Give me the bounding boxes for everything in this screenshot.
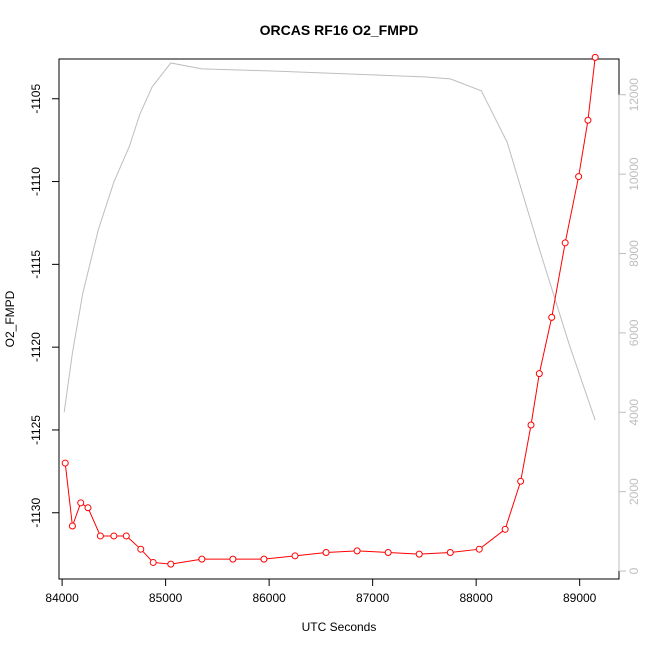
x-tick-label: 89000 bbox=[563, 591, 597, 605]
primary-series bbox=[61, 53, 599, 568]
data-point bbox=[96, 532, 104, 540]
x-axis: 84000 85000 86000 87000 88000 89000 bbox=[45, 578, 597, 605]
y-tick-label: -1120 bbox=[29, 332, 43, 362]
y-tick-label: -1105 bbox=[29, 84, 43, 114]
x-tick-label: 88000 bbox=[459, 591, 493, 605]
data-point bbox=[415, 550, 423, 558]
data-point bbox=[527, 421, 535, 429]
data-point bbox=[137, 545, 145, 553]
data-point bbox=[260, 555, 268, 563]
secondary-series-polyline bbox=[63, 62, 596, 421]
chart-title: ORCAS RF16 O2_FMPD bbox=[260, 22, 419, 38]
data-point bbox=[291, 552, 299, 560]
x-tick-label: 84000 bbox=[45, 591, 79, 605]
data-point bbox=[591, 53, 599, 61]
data-point bbox=[110, 532, 118, 540]
data-point bbox=[229, 555, 237, 563]
y-axis-label: O2_FMPD bbox=[3, 290, 17, 347]
data-point bbox=[167, 560, 175, 568]
x-tick-label: 87000 bbox=[356, 591, 390, 605]
secondary-y-tick-label: 8000 bbox=[627, 240, 641, 267]
secondary-y-tick-label: 2000 bbox=[627, 478, 641, 505]
y-tick-label: -1125 bbox=[29, 415, 43, 445]
data-point bbox=[322, 549, 330, 557]
plot-frame bbox=[58, 58, 620, 580]
data-point bbox=[68, 522, 76, 530]
y-tick-label: -1130 bbox=[29, 498, 43, 528]
y-tick-label: -1115 bbox=[29, 250, 43, 279]
secondary-series-line bbox=[63, 62, 596, 421]
x-tick-label: 85000 bbox=[149, 591, 183, 605]
data-point bbox=[475, 545, 483, 553]
y-axis: -1130 -1125 -1120 -1115 -1110 -1105 bbox=[29, 84, 60, 528]
data-point bbox=[446, 549, 454, 557]
x-tick-label: 86000 bbox=[252, 591, 286, 605]
data-point bbox=[548, 313, 556, 321]
data-point bbox=[384, 549, 392, 557]
data-point bbox=[575, 173, 583, 181]
secondary-y-tick-label: 10000 bbox=[627, 157, 641, 191]
data-point bbox=[198, 555, 206, 563]
y-tick-label: -1110 bbox=[29, 167, 43, 196]
secondary-y-axis: 0 2000 4000 6000 8000 10000 12000 bbox=[618, 78, 641, 574]
secondary-y-tick-label: 12000 bbox=[627, 78, 641, 112]
x-axis-label: UTC Seconds bbox=[302, 620, 377, 634]
data-point bbox=[584, 116, 592, 124]
data-point bbox=[353, 547, 361, 555]
data-point bbox=[122, 532, 130, 540]
secondary-y-tick-label: 6000 bbox=[627, 319, 641, 346]
data-point bbox=[61, 459, 69, 467]
data-point bbox=[517, 477, 525, 485]
data-point bbox=[77, 499, 85, 507]
secondary-y-tick-label: 0 bbox=[627, 567, 641, 574]
data-point bbox=[501, 525, 509, 533]
data-point bbox=[561, 239, 569, 247]
data-point bbox=[535, 370, 543, 378]
data-point bbox=[149, 558, 157, 566]
primary-series-line bbox=[64, 57, 596, 565]
secondary-y-tick-label: 4000 bbox=[627, 399, 641, 426]
data-point bbox=[84, 504, 92, 512]
